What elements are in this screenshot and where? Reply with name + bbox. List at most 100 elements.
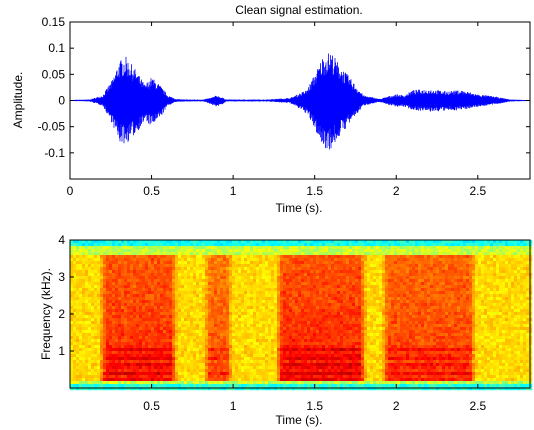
spectrogram-cell (487, 252, 491, 256)
spectrogram-cell (439, 306, 443, 310)
spectrogram-cell (205, 249, 209, 253)
spectrogram-cell (196, 276, 200, 280)
spectrogram-cell (244, 276, 248, 280)
spectrogram-cell (313, 294, 317, 298)
spectrogram-cell (337, 285, 341, 289)
spectrogram-cell (187, 324, 191, 328)
spectrogram-cell (175, 255, 179, 259)
spectrogram-cell (274, 300, 278, 304)
spectrogram-cell (499, 312, 503, 316)
spectrogram-cell (370, 324, 374, 328)
spectrogram-cell (223, 330, 227, 334)
spectrogram-cell (289, 315, 293, 319)
spectrogram-cell (475, 267, 479, 271)
spectrogram-cell (424, 240, 428, 244)
spectrogram-cell (454, 255, 458, 259)
spectrogram-cell (310, 258, 314, 262)
spectrogram-cell (277, 294, 281, 298)
spectrogram-cell (157, 243, 161, 247)
spectrogram-cell (472, 249, 476, 253)
spectrogram-cell (70, 309, 74, 313)
spectrogram-cell (391, 315, 395, 319)
spectrogram-cell (385, 246, 389, 250)
spectrogram-cell (523, 306, 527, 310)
spectrogram-cell (145, 321, 149, 325)
spectrogram-cell (94, 315, 98, 319)
spectrogram-cell (262, 240, 266, 244)
spectrogram-cell (517, 303, 521, 307)
spectrogram-cell (376, 243, 380, 247)
spectrogram-cell (250, 246, 254, 250)
spectrogram-cell (430, 267, 434, 271)
spectrogram-cell (475, 279, 479, 283)
spectrogram-cell (238, 300, 242, 304)
spectrogram-cell (124, 297, 128, 301)
spectrogram-cell (214, 327, 218, 331)
spectrogram-cell (91, 315, 95, 319)
spectrogram-cell (82, 321, 86, 325)
spectrogram-cell (352, 291, 356, 295)
spectrogram-cell (322, 294, 326, 298)
spectrogram-cell (529, 243, 533, 247)
spectrogram-cell (529, 306, 533, 310)
spectrogram-cell (430, 315, 434, 319)
spectrogram-cell (307, 264, 311, 268)
spectrogram-cell (121, 246, 125, 250)
spectrogram-cell (367, 318, 371, 322)
spectrogram-cell (289, 249, 293, 253)
spectrogram-cell (322, 246, 326, 250)
spectrogram-cell (331, 264, 335, 268)
spectrogram-cell (109, 315, 113, 319)
spectrogram-cell (502, 300, 506, 304)
spectrogram-cell (352, 243, 356, 247)
spectrogram-cell (136, 297, 140, 301)
spectrogram-cell (526, 270, 530, 274)
spectrogram-cell (517, 315, 521, 319)
spectrogram-cell (271, 324, 275, 328)
spectrogram-cell (154, 264, 158, 268)
spectrogram-cell (400, 249, 404, 253)
spectrogram-cell (181, 261, 185, 265)
spectrogram-cell (127, 279, 131, 283)
spectrogram-cell (280, 324, 284, 328)
spectrogram-cell (82, 291, 86, 295)
spectrogram-cell (490, 270, 494, 274)
spectrogram-cell (526, 273, 530, 277)
spectrogram-cell (523, 291, 527, 295)
spectrogram-cell (100, 312, 104, 316)
spectrogram-cell (403, 312, 407, 316)
spectrogram-cell (166, 252, 170, 256)
spectrogram-cell (76, 258, 80, 262)
spectrogram-cell (313, 273, 317, 277)
spectrogram-cell (178, 297, 182, 301)
spectrogram-cell (136, 279, 140, 283)
spectrogram-cell (370, 243, 374, 247)
spectrogram-cell (232, 297, 236, 301)
spectrogram-cell (505, 303, 509, 307)
spectrogram-cell (76, 261, 80, 265)
spectrogram-cell (88, 270, 92, 274)
spectrogram-cell (145, 282, 149, 286)
spectrogram-cell (130, 258, 134, 262)
spectrogram-cell (499, 261, 503, 265)
spectrogram-cell (124, 279, 128, 283)
spectrogram-cell (385, 261, 389, 265)
spectrogram-cell (97, 252, 101, 256)
spectrogram-cell (337, 321, 341, 325)
spectrogram-cell (517, 294, 521, 298)
spectrogram-cell (298, 312, 302, 316)
spectrogram-cell (94, 300, 98, 304)
spectrogram-cell (346, 312, 350, 316)
spectrogram-cell (112, 282, 116, 286)
spectrogram-cell (487, 309, 491, 313)
spectrogram-cell (517, 240, 521, 244)
spectrogram-cell (301, 324, 305, 328)
spectrogram-cell (178, 330, 182, 334)
spectrogram-cell (373, 306, 377, 310)
spectrogram-cell (379, 261, 383, 265)
spectrogram-cell (478, 288, 482, 292)
spectrogram-cell (205, 255, 209, 259)
spectrogram-cell (436, 240, 440, 244)
spectrogram-cell (250, 318, 254, 322)
spectrogram-cell (463, 297, 467, 301)
